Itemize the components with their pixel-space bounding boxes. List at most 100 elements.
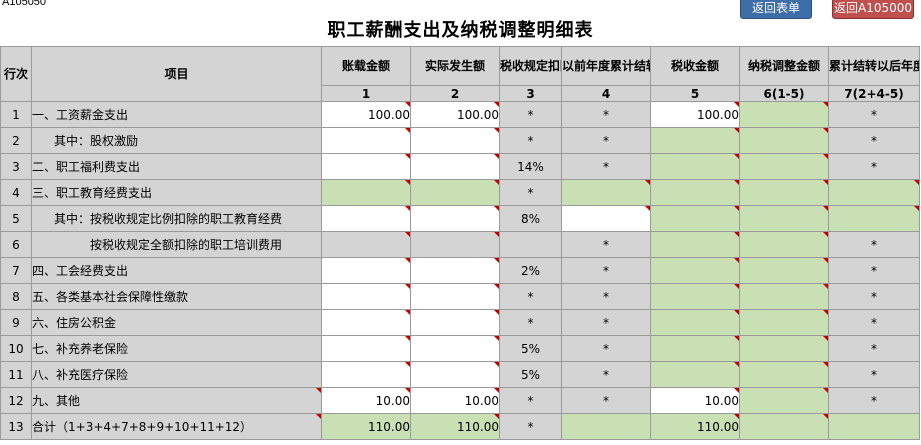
comment-marker-icon (823, 232, 828, 237)
comment-marker-icon (823, 206, 828, 211)
cell-col-2[interactable] (410, 361, 500, 388)
cell-col-1 (321, 179, 411, 206)
cell-col-7: * (828, 231, 920, 258)
cell-col-2[interactable]: 10.00 (410, 387, 500, 414)
cell-col-2[interactable] (410, 205, 500, 232)
col-num: 3 (499, 85, 562, 102)
comment-marker-icon (914, 206, 919, 211)
comment-marker-icon (734, 362, 739, 367)
cell-col-1[interactable] (321, 257, 411, 284)
cell-col-1[interactable] (321, 127, 411, 154)
cell-col-6 (739, 309, 829, 336)
row-item-label: 六、住房公积金 (31, 309, 322, 336)
cell-col-3: 8% (499, 205, 562, 232)
row-number: 8 (0, 283, 32, 310)
cell-col-4: * (561, 309, 651, 336)
row-number: 7 (0, 257, 32, 284)
cell-col-6 (739, 257, 829, 284)
comment-marker-icon (405, 362, 410, 367)
comment-marker-icon (823, 414, 828, 419)
row-item-text: 二、职工福利费支出 (32, 160, 141, 174)
cell-col-1[interactable]: 10.00 (321, 387, 411, 414)
table-row: 10 七、补充养老保险 5% * * (0, 335, 920, 362)
cell-col-1[interactable] (321, 153, 411, 180)
comment-marker-icon (494, 102, 499, 107)
comment-marker-icon (645, 206, 650, 211)
cell-col-7: * (828, 361, 920, 388)
comment-marker-icon (734, 388, 739, 393)
table-row: 7 四、工会经费支出 2% * * (0, 257, 920, 284)
header-item: 项目 (31, 46, 322, 102)
comment-marker-icon (734, 258, 739, 263)
cell-col-2[interactable]: 100.00 (410, 101, 500, 128)
col-num: 1 (321, 85, 411, 102)
cell-col-7: * (828, 101, 920, 128)
comment-marker-icon (734, 284, 739, 289)
comment-marker-icon (823, 362, 828, 367)
cell-col-5 (650, 127, 740, 154)
comment-marker-icon (494, 206, 499, 211)
row-item-label: 五、各类基本社会保障性缴款 (31, 283, 322, 310)
comment-marker-icon (823, 128, 828, 133)
cell-col-3: * (499, 387, 562, 414)
table-row: 1 一、工资薪金支出 100.00 100.00 * * 100.00 * (0, 101, 920, 128)
row-number: 6 (0, 231, 32, 258)
cell-col-5[interactable]: 10.00 (650, 387, 740, 414)
row-number: 12 (0, 387, 32, 414)
comment-marker-icon (734, 232, 739, 237)
cell-col-5 (650, 231, 740, 258)
comment-marker-icon (734, 310, 739, 315)
header-book-amount: 账载金额 (321, 46, 411, 86)
table-row: 4 三、职工教育经费支出 * (0, 179, 920, 206)
row-number: 9 (0, 309, 32, 336)
cell-col-7: * (828, 387, 920, 414)
comment-marker-icon (823, 180, 828, 185)
salary-adjustment-table: 行次 项目 账载金额 实际发生额 税收规定扣除率 以前年度累计结转扣除额 税收金… (0, 46, 920, 440)
cell-col-5[interactable]: 100.00 (650, 101, 740, 128)
cell-col-2[interactable] (410, 127, 500, 154)
cell-col-2: 110.00 (410, 413, 500, 440)
cell-col-6 (739, 153, 829, 180)
cell-col-1[interactable] (321, 205, 411, 232)
comment-marker-icon (823, 154, 828, 159)
back-to-a105000-button[interactable]: 返回A105000 (832, 0, 914, 19)
cell-col-5 (650, 361, 740, 388)
cell-col-3: * (499, 283, 562, 310)
cell-col-2[interactable] (410, 309, 500, 336)
cell-col-2[interactable] (410, 153, 500, 180)
header-adjust-amount: 纳税调整金额 (739, 46, 829, 86)
row-item-text: 九、其他 (32, 394, 81, 408)
cell-col-4 (561, 179, 651, 206)
comment-marker-icon (405, 154, 410, 159)
row-item-text: 一、工资薪金支出 (32, 108, 129, 122)
cell-col-4: * (561, 257, 651, 284)
back-to-form-button[interactable]: 返回表单 (740, 0, 812, 19)
header-prior-carryover: 以前年度累计结转扣除额 (561, 46, 651, 86)
row-item-label: 八、补充医疗保险 (31, 361, 322, 388)
row-number: 2 (0, 127, 32, 154)
cell-col-5 (650, 309, 740, 336)
cell-col-4: * (561, 231, 651, 258)
cell-col-7: * (828, 335, 920, 362)
comment-marker-icon (316, 414, 321, 419)
col-num: 4 (561, 85, 651, 102)
cell-col-1 (321, 231, 411, 258)
cell-col-2[interactable] (410, 283, 500, 310)
cell-col-2[interactable] (410, 335, 500, 362)
cell-col-1[interactable]: 100.00 (321, 101, 411, 128)
cell-col-1: 110.00 (321, 413, 411, 440)
row-number: 4 (0, 179, 32, 206)
comment-marker-icon (734, 154, 739, 159)
cell-col-2[interactable] (410, 257, 500, 284)
cell-col-1[interactable] (321, 283, 411, 310)
row-number: 5 (0, 205, 32, 232)
cell-col-1[interactable] (321, 361, 411, 388)
cell-col-4: * (561, 101, 651, 128)
row-item-label: 二、职工福利费支出 (31, 153, 322, 180)
cell-col-3: 5% (499, 361, 562, 388)
comment-marker-icon (494, 284, 499, 289)
row-number: 10 (0, 335, 32, 362)
cell-col-1[interactable] (321, 335, 411, 362)
cell-col-4[interactable] (561, 205, 651, 232)
cell-col-1[interactable] (321, 309, 411, 336)
